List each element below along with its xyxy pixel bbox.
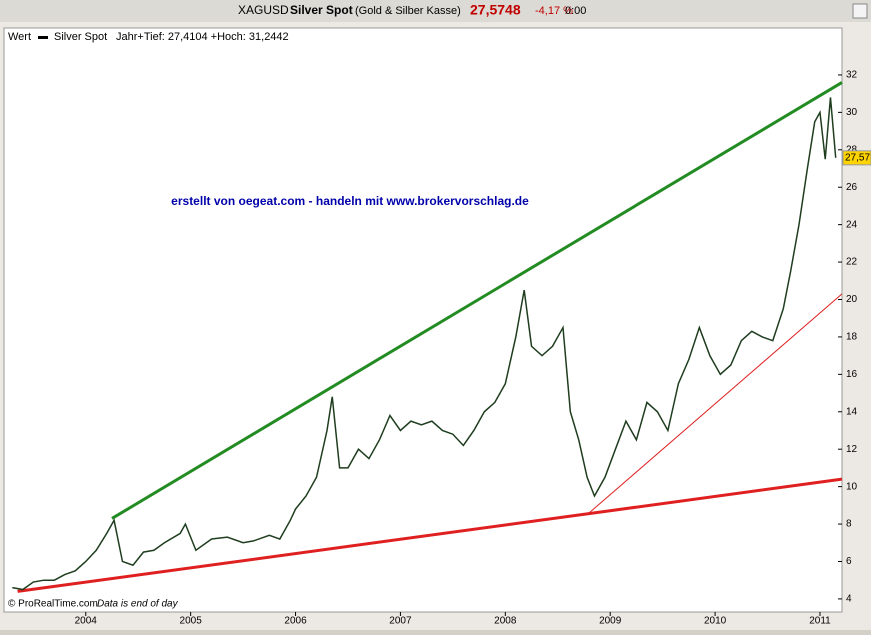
plot-area xyxy=(3,27,843,613)
legend-label: Wert xyxy=(8,31,31,43)
y-tick-label: 12 xyxy=(846,444,858,455)
collapse-button[interactable] xyxy=(852,3,868,19)
y-tick-label: 8 xyxy=(846,519,852,530)
footer-note: Data is end of day xyxy=(97,599,179,610)
legend-series: Silver Spot xyxy=(54,31,107,43)
y-tick-label: 22 xyxy=(846,257,858,268)
x-tick-label: 2007 xyxy=(389,616,412,627)
y-tick-label: 28 xyxy=(846,144,858,155)
trend-line xyxy=(588,293,843,514)
y-tick-label: 14 xyxy=(846,406,858,417)
y-tick-label: 6 xyxy=(846,556,852,567)
legend-swatch xyxy=(38,36,48,39)
header-bar xyxy=(0,0,871,22)
x-tick-label: 2006 xyxy=(284,616,307,627)
trend-line xyxy=(17,477,843,593)
y-tick-label: 32 xyxy=(846,70,858,81)
legend-info: Jahr+Tief: 27,4104 +Hoch: 31,2442 xyxy=(116,31,289,43)
x-tick-label: 2008 xyxy=(494,616,517,627)
footer-source: © ProRealTime.com xyxy=(8,599,98,610)
x-tick-label: 2011 xyxy=(809,616,831,627)
y-tick-label: 26 xyxy=(846,182,858,193)
price: 27,5748 xyxy=(470,2,521,18)
last-price-label: 27,57 xyxy=(845,152,870,163)
market: (Gold & Silber Kasse) xyxy=(355,5,461,17)
y-tick-label: 10 xyxy=(846,481,858,492)
time: 0:00 xyxy=(565,5,586,17)
trend-line xyxy=(111,81,843,520)
annotation: erstellt von oegeat.com - handeln mit ww… xyxy=(171,194,529,208)
y-tick-label: 4 xyxy=(846,594,852,605)
x-tick-label: 2009 xyxy=(599,616,622,627)
last-price-box xyxy=(842,150,871,166)
y-tick-label: 18 xyxy=(846,332,858,343)
x-tick-label: 2005 xyxy=(180,616,203,627)
y-tick-label: 24 xyxy=(846,219,858,230)
change: -4,17 % xyxy=(535,5,573,17)
symbol: XAGUSD xyxy=(238,3,289,17)
name: Silver Spot xyxy=(290,3,353,17)
price-line xyxy=(12,97,837,591)
x-tick-label: 2010 xyxy=(704,616,727,627)
y-tick-label: 20 xyxy=(846,294,858,305)
x-tick-label: 2004 xyxy=(75,616,98,627)
y-tick-label: 30 xyxy=(846,107,858,118)
y-tick-label: 16 xyxy=(846,369,858,380)
